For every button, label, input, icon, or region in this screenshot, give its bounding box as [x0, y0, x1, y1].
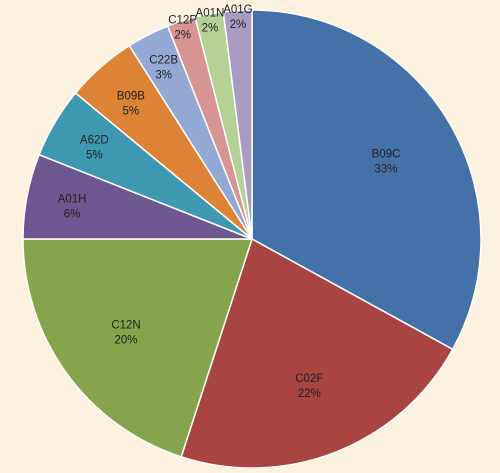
pie-slice-b09c	[251, 9, 482, 351]
slice-value-c22b: 3%	[155, 70, 172, 82]
slice-label-b09c: B09C	[372, 149, 401, 161]
pie-slices	[22, 9, 482, 469]
pie-labels: B09C 33% C02F 22% C12N 20% A01H 6% A62D 5% B09B 5% C…	[58, 4, 401, 400]
slice-label-a62d: A62D	[80, 135, 109, 147]
pie-slice-c12n	[22, 238, 254, 458]
slice-label-a01h: A01H	[58, 194, 87, 206]
pie-slice-a01g	[222, 9, 253, 240]
slice-value-a01n: 2%	[202, 23, 219, 35]
slice-label-a01g: A01G	[223, 4, 252, 16]
slice-value-a62d: 5%	[86, 150, 103, 162]
slice-label-c02f: C02F	[295, 373, 323, 385]
slice-value-a01h: 6%	[64, 209, 81, 221]
slice-label-a01n: A01N	[196, 8, 225, 20]
slice-label-c12p: C12P	[168, 15, 197, 27]
slice-value-c02f: 22%	[298, 388, 321, 400]
slice-value-c12n: 20%	[115, 335, 138, 347]
slice-value-c12p: 2%	[174, 30, 191, 42]
slice-label-b09b: B09B	[117, 91, 145, 103]
slice-label-c12n: C12N	[111, 320, 140, 332]
pie-slice-c02f	[180, 237, 454, 469]
slice-label-c22b: C22B	[149, 55, 178, 67]
slice-value-b09b: 5%	[123, 106, 140, 118]
slice-value-b09c: 33%	[375, 164, 398, 176]
slice-value-a01g: 2%	[230, 19, 247, 31]
